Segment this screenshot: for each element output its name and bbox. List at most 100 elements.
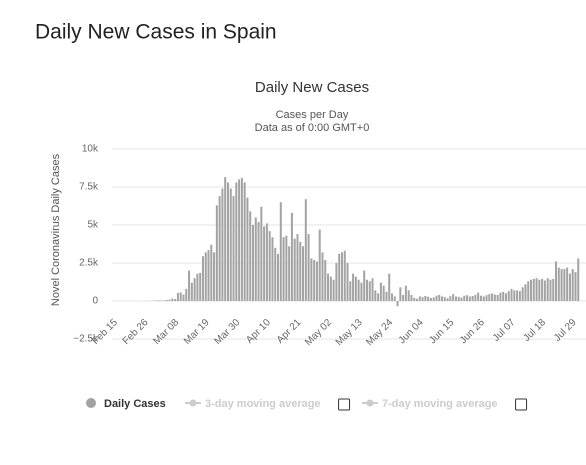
- legend-label[interactable]: Daily Cases: [104, 398, 166, 410]
- bar: [279, 202, 282, 301]
- bar: [226, 182, 229, 301]
- x-tick-label: Jul 07: [491, 317, 518, 344]
- bar: [315, 261, 318, 301]
- legend-marker[interactable]: [86, 398, 96, 408]
- bar: [474, 294, 477, 301]
- bar: [338, 253, 341, 301]
- x-tick-label: May 24: [364, 317, 395, 348]
- y-tick-label: 7.5k: [79, 182, 99, 193]
- bar: [449, 296, 452, 301]
- bar: [468, 296, 471, 301]
- bar: [346, 263, 349, 301]
- legend-label[interactable]: 3-day moving average: [205, 398, 321, 410]
- legend-label[interactable]: 7-day moving average: [382, 398, 498, 410]
- bar: [343, 250, 346, 301]
- bar: [393, 296, 396, 301]
- bar: [360, 282, 363, 301]
- bar: [532, 278, 535, 301]
- bar: [238, 179, 241, 301]
- bar: [179, 292, 182, 301]
- bar: [188, 270, 191, 301]
- bar: [513, 290, 516, 301]
- bars: [140, 177, 580, 307]
- bar: [349, 281, 352, 301]
- legend-marker[interactable]: [189, 399, 197, 407]
- bar: [260, 206, 263, 301]
- bar: [382, 285, 385, 301]
- bar: [299, 241, 302, 301]
- bar: [282, 237, 285, 301]
- bar: [541, 278, 544, 301]
- bar: [213, 252, 216, 301]
- x-tick-label: Apr 21: [275, 317, 304, 346]
- bar: [329, 276, 332, 301]
- y-tick-label: −2.5k: [73, 334, 99, 345]
- bar: [288, 246, 291, 301]
- bar: [518, 291, 521, 301]
- bar: [535, 278, 538, 301]
- bar: [224, 177, 227, 301]
- bar: [557, 267, 560, 301]
- bar: [568, 273, 571, 301]
- bar: [477, 292, 480, 301]
- bar: [463, 295, 466, 301]
- grid: 10k 7.5k 5k 2.5k 0 −2.5k: [73, 144, 586, 345]
- checkbox[interactable]: [515, 398, 528, 411]
- bar: [510, 288, 513, 301]
- chart-title: Daily New Cases: [255, 79, 369, 96]
- bar: [421, 297, 424, 301]
- x-tick-label: Mar 19: [182, 317, 212, 347]
- y-tick-label: 10k: [82, 144, 99, 155]
- bar: [493, 294, 496, 301]
- bar: [488, 294, 491, 301]
- bar: [482, 296, 485, 301]
- bar: [491, 293, 494, 301]
- bar: [416, 298, 419, 301]
- page-title: Daily New Cases in Spain: [35, 21, 277, 44]
- bar: [479, 295, 482, 301]
- bar: [340, 252, 343, 301]
- bar: [466, 295, 469, 301]
- x-tick-label: May 13: [334, 317, 365, 348]
- bar: [429, 297, 432, 301]
- bar: [365, 279, 368, 301]
- bar: [243, 182, 246, 301]
- y-tick-label: 2.5k: [79, 258, 99, 269]
- bar: [399, 287, 402, 301]
- bar: [310, 258, 313, 301]
- bar: [218, 196, 221, 301]
- bar: [174, 299, 177, 301]
- bar: [285, 235, 288, 301]
- bar: [538, 279, 541, 301]
- y-axis-title: Novel Coronavirus Daily Cases: [50, 153, 62, 306]
- bar: [335, 263, 338, 301]
- x-axis: Feb 15 Feb 26 Mar 08 Mar 19 Mar 30 Apr 10 Apr …: [90, 317, 579, 348]
- bar: [424, 295, 427, 301]
- bar: [232, 196, 235, 301]
- bar: [307, 234, 310, 301]
- bar: [271, 237, 274, 301]
- bar: [471, 295, 474, 301]
- bar: [388, 273, 391, 301]
- x-tick-label: May 02: [303, 317, 334, 348]
- bar: [516, 290, 519, 301]
- bar: [207, 250, 210, 301]
- checkbox[interactable]: [338, 398, 351, 411]
- bar: [165, 299, 168, 301]
- bar: [190, 282, 193, 301]
- x-tick-label: Jun 15: [427, 317, 456, 346]
- bar: [185, 288, 188, 301]
- legend-marker[interactable]: [366, 399, 374, 407]
- bar: [410, 294, 413, 301]
- bar: [246, 197, 249, 301]
- bar: [290, 212, 293, 301]
- x-tick-label: Feb 15: [90, 317, 120, 347]
- x-tick-label: Jun 04: [397, 317, 426, 346]
- bar: [327, 273, 330, 301]
- bar: [374, 290, 377, 301]
- bar: [210, 244, 213, 301]
- bar: [432, 297, 435, 301]
- bar: [176, 292, 179, 301]
- bar: [418, 296, 421, 301]
- bar: [201, 256, 204, 301]
